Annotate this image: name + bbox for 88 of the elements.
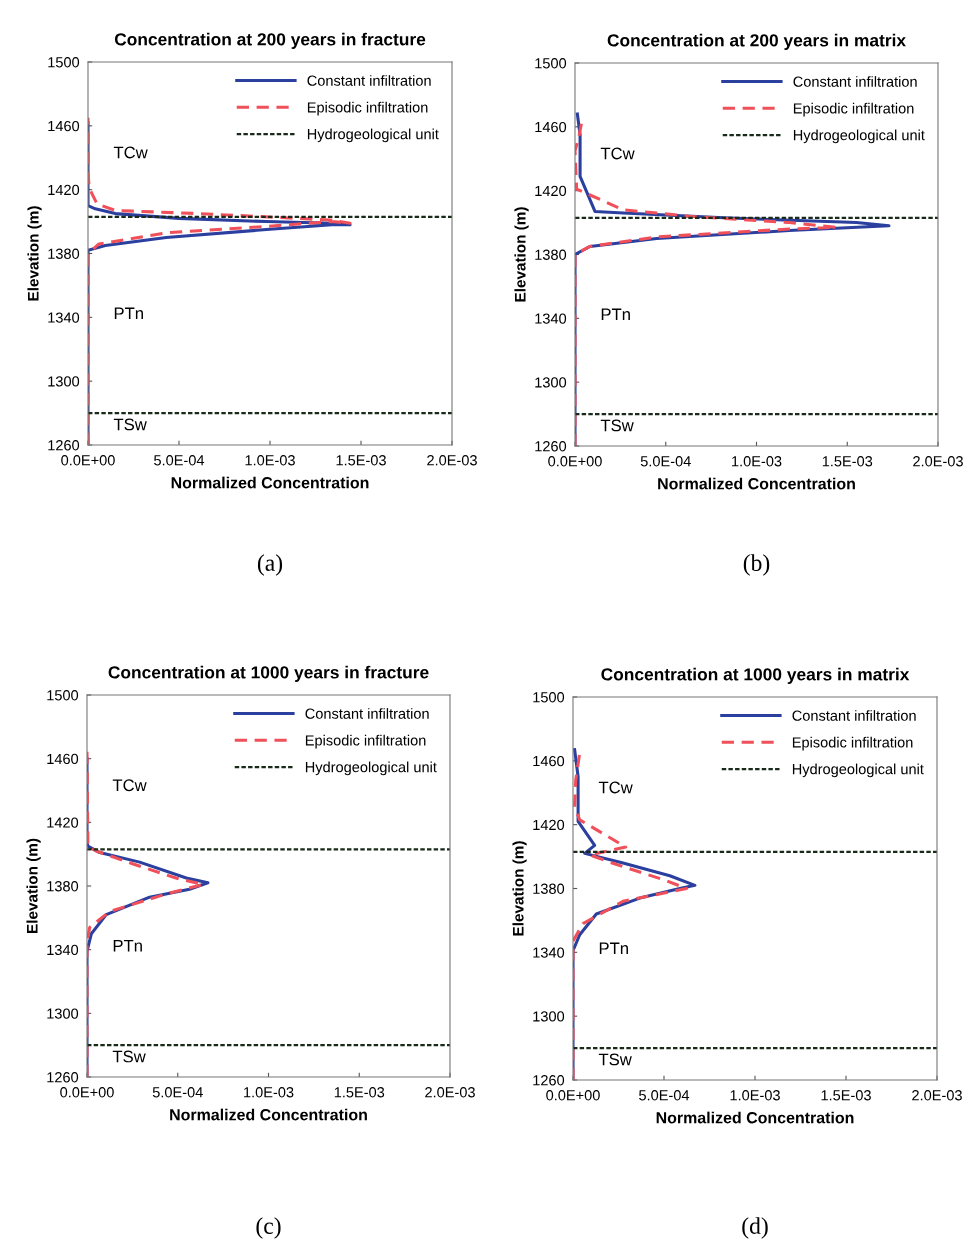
text: (c) bbox=[256, 1217, 281, 1239]
y-axis-title: Elevation (m) bbox=[27, 206, 42, 301]
y-tick-label: 1420 bbox=[48, 184, 80, 196]
y-tick-label: 1500 bbox=[533, 692, 565, 703]
y-tick-label: 1500 bbox=[535, 58, 567, 69]
annotation: TSw bbox=[598, 1053, 632, 1066]
x-tick-label: 2.0E-03 bbox=[913, 456, 963, 467]
annotation: TCw bbox=[113, 146, 148, 159]
legend-label: Episodic infiltration bbox=[307, 101, 428, 116]
y-tick-label: 1460 bbox=[533, 755, 565, 767]
x-tick-label: 1.0E-03 bbox=[244, 1087, 294, 1098]
x-axis-title: Normalized Concentration bbox=[658, 477, 855, 490]
y-tick-label: 1300 bbox=[535, 377, 567, 388]
legend-label: Episodic infiltration bbox=[305, 734, 426, 749]
annotation: PTn bbox=[113, 939, 142, 952]
y-tick-label: 1380 bbox=[533, 883, 565, 894]
y-tick-label: 1300 bbox=[47, 1008, 79, 1019]
y-tick-label: 1260 bbox=[535, 441, 567, 452]
annotation: TCw bbox=[112, 779, 147, 792]
legend-label: Hydrogeological unit bbox=[307, 128, 439, 143]
legend-label: Episodic infiltration bbox=[793, 102, 914, 117]
annotation: TSw bbox=[113, 418, 147, 431]
legend-label: Episodic infiltration bbox=[792, 736, 913, 751]
legend-label: Hydrogeological unit bbox=[793, 129, 925, 144]
y-tick-label: 1380 bbox=[48, 248, 80, 259]
x-tick-label: 1.0E-03 bbox=[732, 456, 782, 467]
x-tick-label: 1.5E-03 bbox=[822, 456, 873, 467]
x-tick-label: 2.0E-03 bbox=[912, 1090, 962, 1101]
chart-title: Concentration at 200 years in fracture bbox=[114, 32, 426, 49]
y-tick-label: 1340 bbox=[48, 312, 80, 323]
y-tick-label: 1380 bbox=[47, 881, 79, 892]
chart-title: Concentration at 200 years in matrix bbox=[607, 33, 906, 50]
x-tick-label: 5.0E-04 bbox=[640, 456, 691, 467]
y-tick-label: 1420 bbox=[533, 819, 565, 831]
text: (b) bbox=[743, 554, 770, 576]
x-tick-label: 1.5E-03 bbox=[334, 1087, 385, 1098]
x-tick-label: 5.0E-04 bbox=[639, 1090, 690, 1101]
x-axis-title: Normalized Concentration bbox=[171, 476, 369, 489]
y-tick-label: 1460 bbox=[535, 121, 567, 133]
x-tick-label: 1.0E-03 bbox=[245, 455, 295, 466]
x-axis-title: Normalized Concentration bbox=[170, 1108, 367, 1121]
legend-label: Hydrogeological unit bbox=[305, 761, 437, 776]
x-tick-label: 1.0E-03 bbox=[730, 1090, 780, 1101]
x-tick-label: 0.0E+00 bbox=[548, 456, 602, 467]
x-tick-label: 2.0E-03 bbox=[425, 1087, 475, 1098]
chart-title: Concentration at 1000 years in fracture bbox=[108, 665, 429, 682]
annotation: PTn bbox=[599, 942, 628, 955]
annotation: PTn bbox=[601, 308, 630, 321]
y-tick-label: 1500 bbox=[47, 690, 79, 701]
x-axis-title: Normalized Concentration bbox=[656, 1111, 854, 1124]
y-tick-label: 1340 bbox=[47, 944, 79, 956]
x-tick-label: 5.0E-04 bbox=[154, 455, 205, 466]
annotation: PTn bbox=[114, 307, 143, 320]
y-tick-label: 1300 bbox=[533, 1011, 565, 1022]
text: (a) bbox=[257, 554, 283, 576]
y-tick-label: 1500 bbox=[48, 57, 80, 68]
y-tick-label: 1460 bbox=[48, 120, 80, 132]
y-tick-label: 1340 bbox=[533, 947, 565, 958]
legend-label: Constant infiltration bbox=[307, 75, 431, 86]
legend-label: Constant infiltration bbox=[793, 76, 917, 87]
annotation: TSw bbox=[600, 419, 634, 432]
annotation: TSw bbox=[112, 1050, 146, 1063]
legend-label: Constant infiltration bbox=[305, 708, 429, 719]
chart-title: Concentration at 1000 years in matrix bbox=[601, 667, 910, 684]
y-axis-title: Elevation (m) bbox=[26, 838, 41, 933]
y-tick-label: 1300 bbox=[48, 376, 80, 387]
x-tick-label: 1.5E-03 bbox=[336, 455, 386, 466]
x-tick-label: 1.5E-03 bbox=[821, 1090, 871, 1101]
x-tick-label: 2.0E-03 bbox=[427, 455, 477, 466]
y-tick-label: 1420 bbox=[47, 817, 79, 828]
y-tick-label: 1420 bbox=[535, 185, 567, 197]
y-tick-label: 1260 bbox=[533, 1075, 565, 1086]
x-tick-label: 0.0E+00 bbox=[61, 455, 115, 466]
text: (d) bbox=[742, 1217, 768, 1239]
y-axis-title: Elevation (m) bbox=[512, 841, 527, 936]
y-axis-title: Elevation (m) bbox=[514, 207, 529, 302]
legend-label: Hydrogeological unit bbox=[792, 763, 924, 778]
x-tick-label: 5.0E-04 bbox=[152, 1087, 203, 1098]
legend-label: Constant infiltration bbox=[792, 710, 916, 721]
y-tick-label: 1340 bbox=[535, 313, 567, 324]
y-tick-label: 1260 bbox=[47, 1072, 79, 1083]
x-tick-label: 0.0E+00 bbox=[546, 1090, 600, 1101]
x-tick-label: 0.0E+00 bbox=[60, 1087, 114, 1098]
annotation: TCw bbox=[598, 781, 633, 794]
y-tick-label: 1260 bbox=[48, 440, 80, 451]
annotation: TCw bbox=[600, 147, 635, 160]
y-tick-label: 1380 bbox=[535, 249, 567, 260]
y-tick-label: 1460 bbox=[47, 753, 79, 765]
